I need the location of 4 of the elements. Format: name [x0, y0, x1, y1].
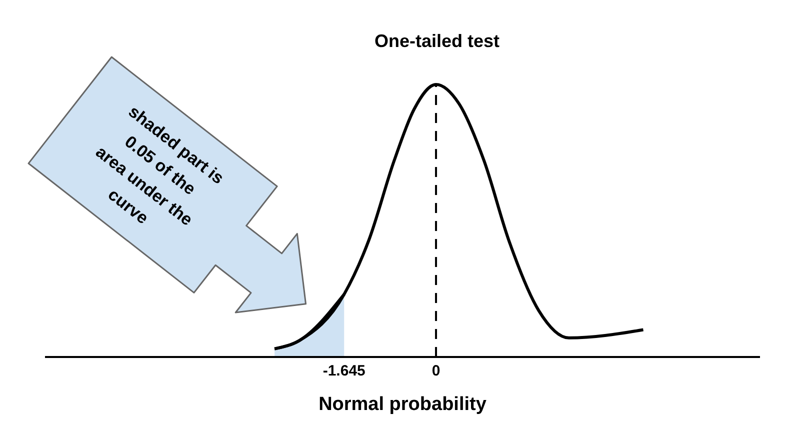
x-tick-label: 0 — [432, 362, 440, 380]
x-axis-title: Normal probability — [318, 394, 487, 415]
x-tick-label: -1.645 — [322, 362, 366, 380]
chart-title: One-tailed test — [374, 31, 500, 51]
